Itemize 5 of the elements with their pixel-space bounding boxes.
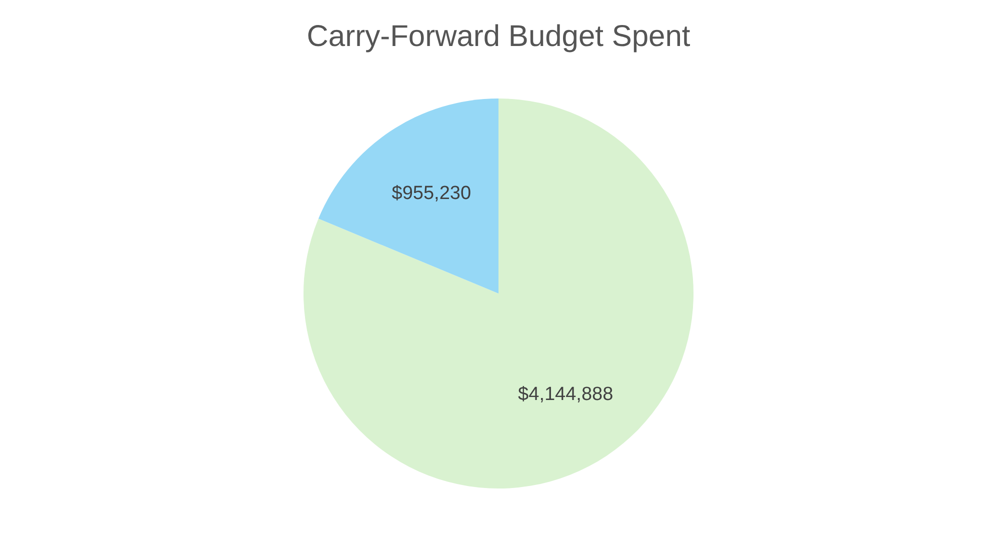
data-label: $955,230 bbox=[392, 182, 472, 204]
pie-slice bbox=[318, 98, 498, 294]
pie-slice bbox=[304, 98, 694, 488]
chart-title: Carry-Forward Budget Spent bbox=[306, 20, 691, 53]
data-label: $4,144,888 bbox=[518, 384, 614, 406]
